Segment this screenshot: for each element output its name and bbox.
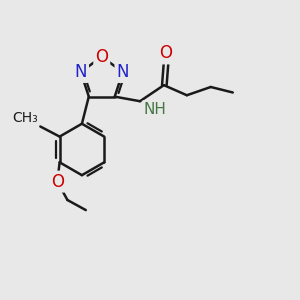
Text: O: O [51, 172, 64, 190]
Text: NH: NH [144, 102, 166, 117]
Text: O: O [159, 44, 172, 62]
Text: O: O [95, 48, 108, 66]
Text: N: N [74, 63, 87, 81]
Text: CH₃: CH₃ [13, 111, 38, 125]
Text: N: N [116, 63, 129, 81]
